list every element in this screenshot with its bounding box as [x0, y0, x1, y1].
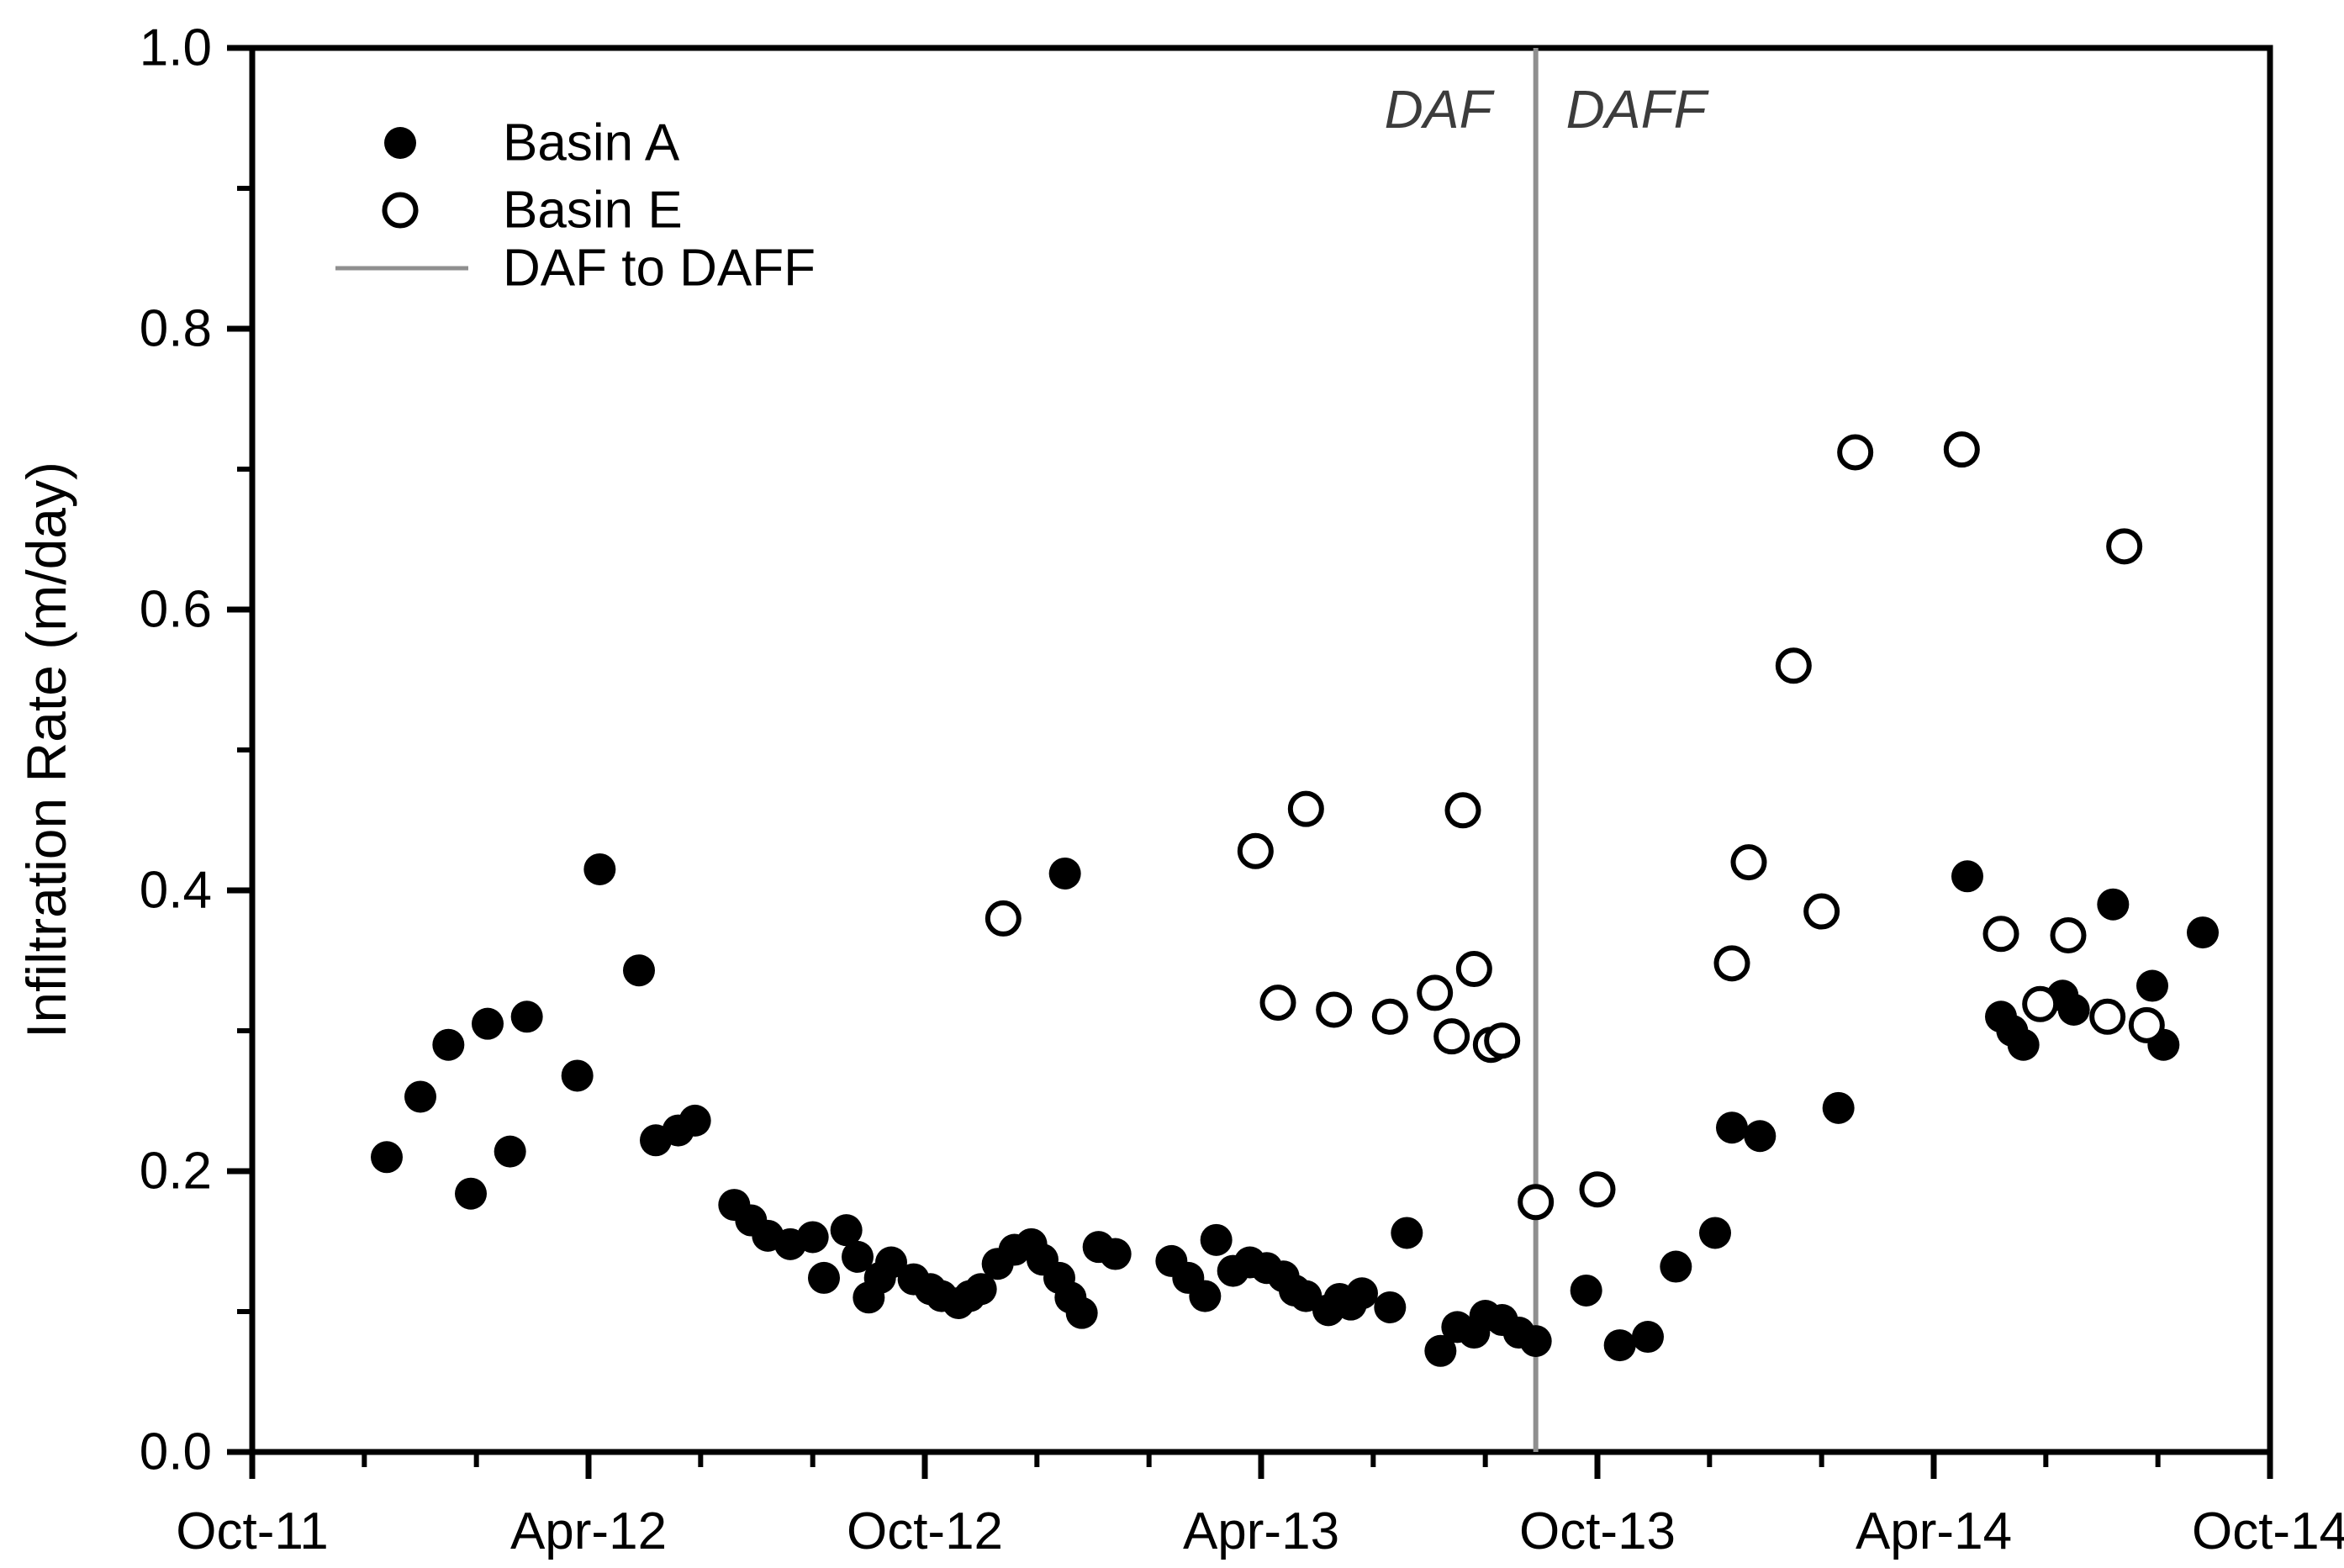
- y-axis-ticks: [227, 45, 252, 1455]
- basin-a-point: [1632, 1321, 1664, 1354]
- basin-a-point: [455, 1177, 487, 1210]
- basin-e-point: [1371, 998, 1408, 1035]
- series-basin-e: [985, 431, 2165, 1221]
- basin-a-point: [371, 1141, 403, 1174]
- basin-e-point: [2089, 998, 2126, 1035]
- legend-label-basin-e: Basin E: [503, 182, 683, 240]
- basin-a-point: [1048, 857, 1081, 890]
- basin-a-point: [561, 1059, 594, 1092]
- basin-a-point: [1391, 1217, 1423, 1249]
- x-axis-ticks: [249, 1452, 2273, 1479]
- y-axis-tick-labels: 0.0 0.2 0.4 0.6 0.8 1.0: [140, 19, 212, 1481]
- basin-a-point: [1744, 1120, 1776, 1153]
- basin-e-point: [1775, 647, 1812, 684]
- basin-e-point: [1803, 893, 1840, 930]
- basin-a-point: [432, 1028, 465, 1061]
- basin-a-point: [1570, 1274, 1602, 1307]
- basin-a-point: [583, 853, 616, 885]
- basin-e-point: [1484, 1022, 1521, 1059]
- basin-a-point: [510, 1000, 543, 1033]
- basin-a-point: [1189, 1280, 1222, 1312]
- legend-label-basin-a: Basin A: [503, 114, 680, 172]
- basin-a-point: [1424, 1334, 1457, 1367]
- daf-annotation: DAF: [1385, 79, 1496, 140]
- basin-a-point: [1603, 1329, 1636, 1362]
- basin-a-point: [2057, 993, 2090, 1026]
- basin-e-point: [985, 900, 1022, 937]
- basin-e-point: [1417, 974, 1454, 1011]
- y-tick-label: 1.0: [140, 19, 212, 77]
- basin-a-point: [808, 1261, 840, 1294]
- basin-a-point: [1099, 1238, 1132, 1270]
- basin-e-point: [1943, 431, 1980, 468]
- y-tick-label: 0.0: [140, 1423, 212, 1481]
- basin-a-point: [1065, 1296, 1098, 1329]
- x-tick-label: Apr-12: [510, 1502, 667, 1560]
- basin-a-point: [796, 1221, 829, 1254]
- basin-e-point: [2106, 528, 2143, 565]
- x-axis-tick-labels: Oct-11 Apr-12 Oct-12 Apr-13 Oct-13 Apr-14 Oct-…: [176, 1502, 2344, 1560]
- x-tick-label: Oct-14: [2192, 1502, 2344, 1560]
- y-tick-label: 0.6: [140, 581, 212, 639]
- basin-e-point: [2050, 916, 2087, 953]
- basin-a-point: [1374, 1291, 1407, 1323]
- basin-e-point: [1730, 844, 1767, 881]
- basin-e-point: [1237, 832, 1274, 869]
- basin-a-point: [1346, 1277, 1378, 1310]
- basin-e-point: [1713, 945, 1750, 982]
- basin-e-point: [1259, 985, 1296, 1022]
- basin-e-point: [1444, 792, 1481, 829]
- basin-e-point: [1982, 916, 2019, 953]
- y-axis-title: Infiltration Rate (m/day): [15, 462, 77, 1038]
- basin-e-point: [1316, 991, 1353, 1028]
- legend-open-circle-icon: [382, 192, 419, 229]
- basin-a-point: [1951, 860, 1983, 893]
- x-tick-label: Oct-12: [847, 1502, 1003, 1560]
- y-tick-label: 0.2: [140, 1143, 212, 1201]
- basin-a-point: [842, 1240, 874, 1273]
- basin-a-point: [2097, 888, 2130, 921]
- basin-e-point: [1518, 1184, 1555, 1221]
- basin-a-point: [494, 1135, 526, 1168]
- basin-e-point: [1837, 434, 1874, 471]
- basin-a-point: [1660, 1250, 1692, 1283]
- daff-annotation: DAFF: [1566, 79, 1710, 140]
- basin-a-point: [964, 1273, 997, 1306]
- basin-e-point: [2022, 985, 2059, 1022]
- basin-a-point: [830, 1214, 863, 1247]
- x-tick-label: Oct-11: [176, 1502, 328, 1560]
- x-tick-label: Apr-13: [1183, 1502, 1339, 1560]
- basin-a-point: [623, 954, 655, 987]
- legend-filled-circle-icon: [384, 127, 416, 159]
- legend-label-daf-to-daff: DAF to DAFF: [503, 240, 816, 298]
- basin-e-point: [1455, 951, 1492, 988]
- y-tick-label: 0.8: [140, 300, 212, 358]
- basin-a-point: [875, 1246, 907, 1279]
- y-tick-label: 0.4: [140, 862, 212, 920]
- legend: Basin A Basin E DAF to DAFF: [335, 114, 816, 298]
- basin-e-point: [1433, 1018, 1470, 1055]
- basin-a-point: [1716, 1111, 1748, 1144]
- basin-e-point: [2128, 1006, 2165, 1043]
- basin-a-point: [2136, 969, 2168, 1002]
- basin-a-point: [472, 1007, 504, 1040]
- basin-a-point: [678, 1104, 711, 1137]
- basin-e-point: [1579, 1171, 1616, 1208]
- basin-a-point: [1699, 1217, 1731, 1249]
- series-basin-a: [371, 853, 2219, 1367]
- basin-e-point: [1287, 790, 1324, 827]
- basin-a-point: [1200, 1223, 1233, 1256]
- x-tick-label: Apr-14: [1856, 1502, 2012, 1560]
- basin-a-point: [2007, 1028, 2040, 1061]
- basin-a-point: [404, 1080, 436, 1113]
- basin-a-point: [1822, 1091, 1855, 1124]
- x-tick-label: Oct-13: [1519, 1502, 1676, 1560]
- basin-a-point: [1519, 1325, 1552, 1358]
- basin-a-point: [2187, 916, 2219, 949]
